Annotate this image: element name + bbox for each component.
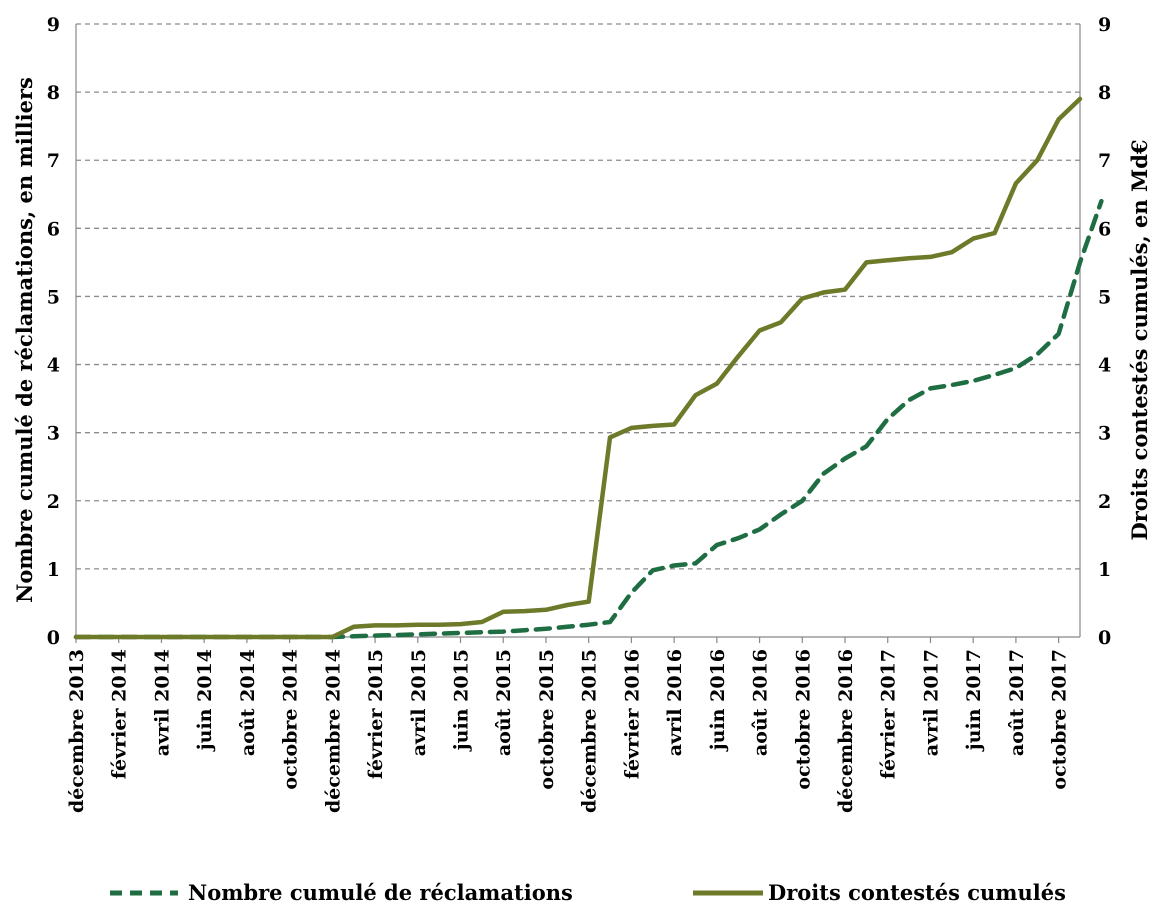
x-tick-label: décembre 2014	[322, 649, 344, 813]
x-tick-label: août 2016	[750, 649, 772, 756]
y-tick-label-right: 2	[1098, 491, 1111, 513]
x-tick-label: août 2015	[493, 649, 515, 756]
y-tick-label-right: 3	[1098, 423, 1111, 445]
x-tick-label: avril 2017	[920, 649, 942, 756]
x-tick-label: décembre 2015	[579, 649, 601, 813]
x-tick-label: octobre 2014	[280, 649, 302, 790]
y-tick-label-right: 5	[1098, 286, 1111, 308]
x-tick-label: décembre 2016	[835, 649, 857, 813]
y-tick-label-left: 9	[47, 14, 60, 36]
x-tick-label: décembre 2013	[66, 649, 88, 813]
x-tick-label: février 2016	[621, 649, 643, 779]
y-tick-label-right: 0	[1098, 627, 1111, 649]
y-axis-left-title: Nombre cumulé de réclamations, en millie…	[12, 77, 37, 603]
x-tick-label: février 2014	[109, 649, 131, 779]
x-tick-label: février 2015	[365, 649, 387, 779]
series-layer	[73, 96, 1104, 640]
y-tick-label-right: 8	[1098, 82, 1111, 104]
x-tick-label: juin 2015	[451, 649, 473, 752]
y-tick-label-right: 7	[1098, 150, 1111, 172]
series-line-reclamations	[73, 198, 1104, 640]
legend: Nombre cumulé de réclamations Droits con…	[110, 880, 1066, 905]
y-tick-label-left: 0	[47, 627, 60, 649]
x-tick-label: juin 2017	[963, 649, 985, 752]
y-tick-label-left: 2	[47, 491, 60, 513]
y-tick-label-right: 9	[1098, 14, 1111, 36]
y-axis-right-title: Droits contestés cumulés, en Md€	[1127, 139, 1152, 540]
legend-label-droits: Droits contestés cumulés	[768, 880, 1066, 905]
y-tick-label-right: 4	[1098, 355, 1111, 377]
y-tick-label-left: 4	[47, 355, 60, 377]
x-tick-label: août 2014	[237, 649, 259, 756]
y-tick-label-right: 6	[1098, 218, 1111, 240]
x-tick-label: octobre 2016	[792, 649, 814, 790]
legend-label-reclamations: Nombre cumulé de réclamations	[188, 880, 573, 905]
y-tick-label-left: 7	[47, 150, 60, 172]
y-tick-label-left: 3	[47, 423, 60, 445]
y-tick-label-right: 1	[1098, 559, 1111, 581]
y-tick-label-left: 5	[47, 286, 60, 308]
x-tick-label: avril 2016	[664, 649, 686, 756]
y-tick-label-left: 1	[47, 559, 60, 581]
y-tick-label-left: 6	[47, 218, 60, 240]
ticks-layer: 0 1 2 3 4 5 6 7 8 9 0 1 2 3 4 5 6 7 8 9 décembre 2013 février…	[47, 14, 1111, 813]
x-tick-label: avril 2015	[408, 649, 430, 756]
x-tick-label: octobre 2015	[536, 649, 558, 790]
y-tick-label-left: 8	[47, 82, 60, 104]
x-tick-label: octobre 2017	[1049, 649, 1071, 790]
x-tick-label: juin 2016	[707, 649, 729, 752]
grid-layer	[76, 23, 1080, 570]
series-line-droits	[73, 96, 1083, 640]
x-tick-label: février 2017	[878, 649, 900, 779]
x-tick-label: avril 2014	[151, 649, 173, 756]
x-tick-label: juin 2014	[194, 649, 216, 752]
axes-layer	[75, 24, 1081, 643]
x-tick-label: août 2017	[1006, 649, 1028, 756]
